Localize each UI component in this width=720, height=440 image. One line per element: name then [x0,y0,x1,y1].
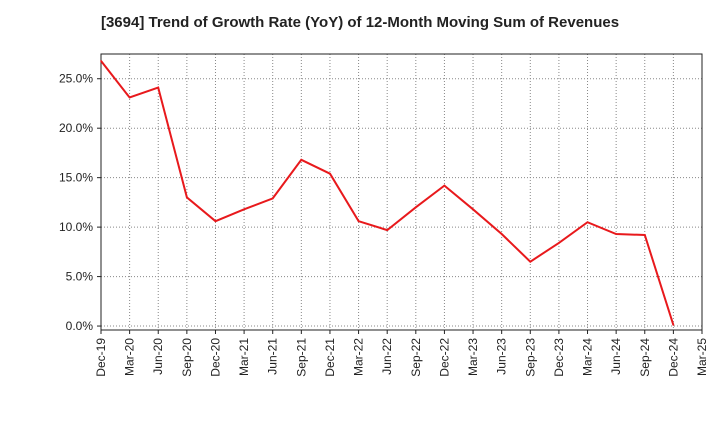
x-tick-label: Dec-19 [94,338,108,377]
grid-lines [100,54,703,330]
x-tick-label: Jun-22 [380,338,394,375]
data-point [271,197,274,200]
data-point [558,242,560,244]
chart-title: [3694] Trend of Growth Rate (YoY) of 12-… [100,14,620,31]
data-point [329,172,331,175]
data-point [100,60,102,62]
y-tick-label: 0.0% [66,319,94,333]
data-point [214,220,217,222]
y-tick-label: 5.0% [66,270,94,284]
x-tick-label: Sep-20 [180,338,194,377]
x-tick-label: Mar-25 [695,338,709,376]
data-point [443,184,446,187]
y-tick-label: 10.0% [59,220,93,234]
data-point [243,208,245,211]
x-tick-label: Mar-21 [237,338,251,376]
data-point [529,260,532,263]
plot-frame [100,53,703,331]
data-point [672,324,675,326]
y-tick-label: 15.0% [59,171,93,185]
x-tick-label: Dec-20 [208,338,222,377]
x-tick-label: Sep-22 [409,338,423,377]
x-tick-label: Dec-21 [323,338,337,377]
data-point [357,220,360,222]
x-tick-label: Jun-20 [151,338,165,375]
y-tick-label: 20.0% [59,121,93,135]
x-tick-label: Sep-21 [294,338,308,377]
data-point [157,86,160,89]
data-point [300,159,303,161]
x-tick-label: Sep-23 [523,338,537,377]
x-tick-label: Mar-20 [123,338,137,376]
x-tick-label: Mar-22 [352,338,366,376]
data-point [386,229,388,231]
x-tick-labels: Dec-19 Mar-20 Jun-20 Sep-20 Dec-20 Mar-21 Jun-… [94,338,709,377]
data-point [586,221,589,223]
data-point [643,234,646,236]
y-tick-labels: 0.0% 5.0% 10.0% 15.0% 20.0% 25.0% [59,72,93,333]
data-point [500,233,503,235]
x-tick-label: Sep-24 [638,338,652,377]
x-tick-label: Jun-24 [609,338,623,375]
x-tick-label: Dec-22 [437,338,451,377]
x-tick-label: Dec-24 [666,338,680,377]
x-tick-label: Mar-23 [466,338,480,376]
x-tick-label: Jun-21 [266,338,280,375]
series-layer [100,60,675,326]
data-point [128,96,131,99]
x-tick-label: Jun-23 [495,338,509,375]
x-tick-label: Mar-24 [581,338,595,376]
data-point [472,208,474,211]
y-tick-label: 25.0% [59,72,93,86]
data-point [615,233,617,235]
x-tick-label: Dec-23 [552,338,566,377]
data-point [415,206,417,209]
data-point [186,196,188,199]
axes [97,53,703,334]
